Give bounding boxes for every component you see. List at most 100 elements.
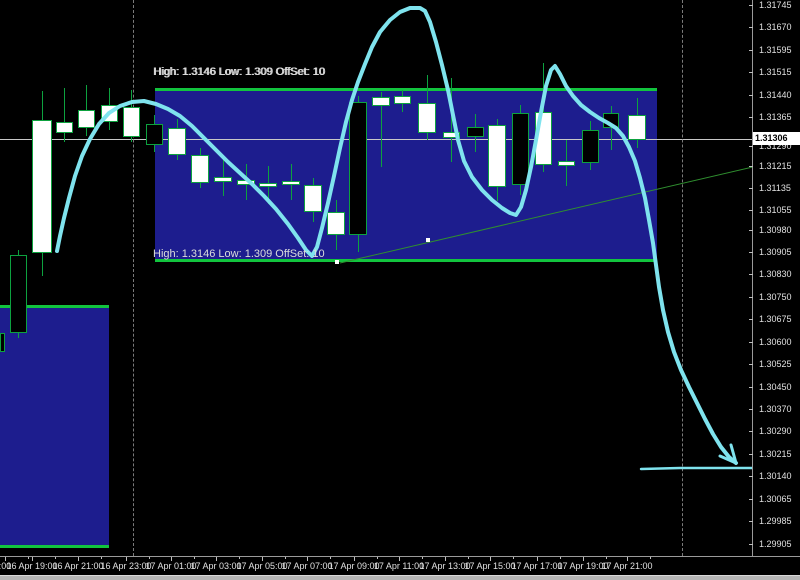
day-separator [682,0,683,556]
price-tick-label: 1.29905 [759,539,792,549]
price-axis[interactable]: 1.31745 1.31670 1.31595 1.31515 1.31440 1.313… [749,0,800,575]
price-tick-mark [749,274,753,275]
time-tick-mark [445,557,446,561]
price-tick-mark [749,342,753,343]
candle [558,161,575,166]
price-tick-label: 1.31595 [759,45,792,55]
price-tick-label: 1.31215 [759,161,792,171]
price-tick-mark [749,210,753,211]
price-tick-label: 1.30215 [759,449,792,459]
range-box-top-border [155,88,657,91]
price-tick-mark [749,297,753,298]
candle [535,112,552,165]
price-tick-label: 1.31440 [759,90,792,100]
time-tick-label: 17 Apr 11:00 [373,561,425,571]
time-tick-label: 17 Apr 05:00 [236,561,288,571]
candle [628,115,646,140]
candle [168,128,186,155]
price-tick-mark [749,230,753,231]
price-tick-mark [749,454,753,455]
time-minor-tick-mark [421,557,423,559]
time-tick-mark [490,557,491,561]
candle [32,120,52,253]
price-tick-label: 1.30065 [759,494,792,504]
price-tick-mark [749,188,753,189]
range-box-label-bottom: High: 1.3146 Low: 1.309 OffSet: 10 [153,248,325,260]
time-tick-label: 16 Apr 23:00 [100,561,152,571]
candle [418,103,436,133]
lower-range-box-bottom-border [0,545,109,548]
day-separator [133,0,134,556]
candle [78,110,95,128]
candle [10,255,27,333]
price-tick-mark [749,364,753,365]
time-tick-mark [78,557,79,561]
candle [443,132,460,138]
price-tick-label: 1.30525 [759,359,792,369]
time-minor-tick-mark [27,557,29,559]
time-minor-tick-mark [100,557,102,559]
price-tick-mark [749,499,753,500]
candle-wick [451,78,452,162]
price-tick-mark [749,50,753,51]
candle [394,96,411,104]
time-minor-tick-mark [238,557,240,559]
price-tick-mark [749,117,753,118]
plot-area[interactable] [0,0,752,556]
price-tick-label: 1.30290 [759,426,792,436]
candle [304,185,322,212]
price-tick-mark [749,166,753,167]
price-tick-label: 1.30980 [759,225,792,235]
candle [603,113,619,128]
time-tick-mark [399,557,400,561]
price-tick-mark [749,27,753,28]
time-minor-tick-mark [54,557,56,559]
time-tick-mark [262,557,263,561]
candle [327,212,345,235]
price-tick-mark [749,544,753,545]
lower-range-box-top-border [0,305,109,308]
price-tick-mark [749,521,753,522]
time-tick-label: 17 Apr 03:00 [190,561,242,571]
candle [123,107,140,137]
time-tick-mark [583,557,584,561]
time-tick-label: 16 Apr 19:00 [6,561,58,571]
candle [259,183,277,187]
time-tick-mark [354,557,355,561]
time-minor-tick-mark [148,557,150,559]
time-tick-label: 17 Apr 17:00 [511,561,563,571]
time-minor-tick-mark [284,557,286,559]
price-tick-mark [749,387,753,388]
price-tick-label: 1.31055 [759,205,792,215]
price-tick-label: 1.30830 [759,269,792,279]
time-tick-label: 17 Apr 15:00 [464,561,516,571]
time-minor-tick-mark [193,557,195,559]
time-minor-tick-mark [512,557,514,559]
time-tick-label: 17 Apr 01:00 [145,561,197,571]
time-tick-mark [307,557,308,561]
price-tick-label: 1.30675 [759,314,792,324]
candle [191,155,209,183]
time-minor-tick-mark [376,557,378,559]
range-box [155,91,657,259]
candle-wick [64,88,65,142]
time-minor-tick-mark [467,557,469,559]
price-tick-mark [749,409,753,410]
time-minor-tick-mark [649,557,651,559]
price-tick-mark [749,431,753,432]
price-tick-label: 1.30140 [759,471,792,481]
candle [56,122,73,133]
price-tick-label: 1.30600 [759,337,792,347]
price-tick-mark [749,319,753,320]
price-tick-mark [749,476,753,477]
candle [101,105,118,122]
price-tick-label: 1.31290 [759,141,792,151]
price-tick-label: 1.31365 [759,112,792,122]
price-tick-label: 1.30450 [759,382,792,392]
price-tick-label: 1.30370 [759,404,792,414]
time-tick-mark [5,557,6,561]
candle [512,113,529,185]
window-resize-strip [0,575,800,580]
